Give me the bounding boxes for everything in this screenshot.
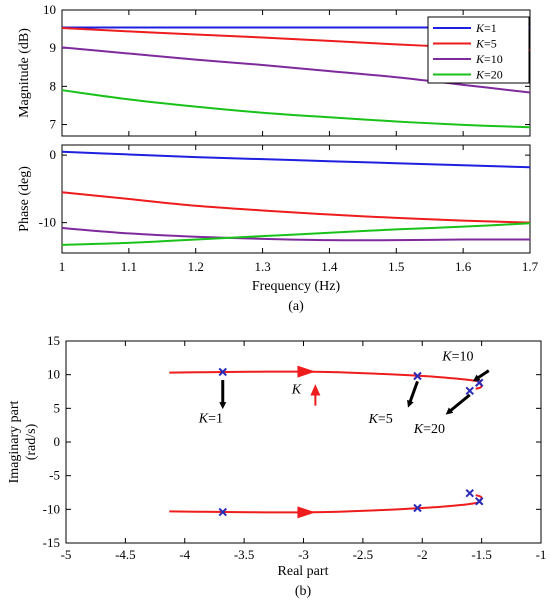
imag-y-tick-label: 15 [47,333,60,348]
pole-cross-stroke [218,367,227,377]
imag-y-tick-label: 5 [54,400,61,415]
imag-y-tick-label: -10 [43,501,60,516]
k-pointer-arrow [472,369,490,382]
pole-cross-stroke [475,497,484,506]
root-locus-plot: -5 -4.5 -4 -3.5 -3 -2.5 -2 -1.5 -1 15 10 5 0 -5 -10 -15… [43,333,547,562]
phase-line-k-10 [61,227,531,242]
root-locus-y-axis-label-line2: (rad/s) [24,423,39,460]
magnitude-plot-frame [61,9,531,137]
caption-a: (a) [288,299,304,314]
k-pointer-arrow [445,393,471,415]
pole-marker-k-5 [413,503,422,513]
phase-y-axis-label: Phase (deg) [17,166,32,232]
phase-plot-frame [61,144,531,254]
k-increase-arrow-head [310,384,321,396]
pole-marker-k-20 [465,488,474,498]
phase-y-tick-label: 0 [50,147,57,162]
frequency-x-tick-label: 1.6 [455,259,472,274]
pole-cross-stroke [475,378,484,387]
pole-marker-k-1 [218,507,227,517]
frequency-x-tick-label: 1.3 [254,259,270,274]
magnitude-y-tick-label: 9 [50,40,57,55]
annotation-k-1: K=1 [198,411,223,426]
pole-marker-k-20 [465,386,474,396]
real-x-tick-label: -2 [417,547,428,562]
annotation-k: K [291,383,302,398]
pole-cross-stroke [465,386,474,396]
frequency-x-tick-label: 1.4 [321,259,338,274]
pole-cross-stroke [218,507,227,517]
annotation-k-10: K=10 [441,350,473,365]
legend: K=1 K=5K=10 K=20 [427,16,530,84]
imag-y-tick-label: 0 [54,434,61,449]
magnitude-y-axis-label: Magnitude (dB) [17,28,32,118]
magnitude-y-tick-label: 8 [50,78,57,93]
magnitude-y-tick-label: 10 [43,2,56,17]
frequency-x-tick-label: 1.1 [121,259,137,274]
real-part-x-axis-label: Real part [278,564,329,579]
locus-direction-arrow [297,365,316,378]
legend-label-k-10: K=10 [475,52,503,66]
k-pointer-arrow [407,380,419,408]
legend-label-k-5: K=5 [475,37,497,51]
pole-cross-stroke [465,488,474,498]
magnitude-line-k-20 [61,89,531,129]
locus-direction-arrow [297,506,316,519]
pole-marker-k-1 [218,367,227,377]
magnitude-line-k-10 [61,46,531,94]
root-locus-y-axis-label-line1: Imaginary part [7,400,22,483]
legend-label-k-20: K=20 [475,68,503,82]
real-x-tick-label: -4 [179,547,190,562]
caption-b: (b) [295,584,312,599]
pole-marker-k-5 [413,371,422,381]
phase-y-tick-label: -10 [39,215,56,230]
frequency-x-axis-label: Frequency (Hz) [252,279,341,294]
legend-label-k-1: K=1 [475,21,497,35]
pole-marker-k-10 [475,497,484,506]
annotation-k-20: K=20 [413,422,445,437]
real-x-tick-label: -1.5 [471,547,492,562]
phase-line-k-5 [61,191,531,224]
magnitude-y-tick-label: 7 [50,117,57,132]
real-x-tick-label: -4.5 [115,547,136,562]
root-locus-upper-branch [169,370,483,390]
real-x-tick-label: -3.5 [234,547,255,562]
phase-line-k-20 [61,222,531,246]
pole-cross-stroke [413,371,422,381]
pole-cross-stroke [413,503,422,513]
imag-y-tick-label: -15 [43,535,60,550]
real-x-tick-label: -1 [536,547,547,562]
imag-y-tick-label: 10 [47,367,60,382]
frequency-x-tick-label: 1.7 [522,259,539,274]
annotation-k-5: K=5 [368,412,393,427]
phase-line-k-1 [61,150,531,169]
root-locus-lower-branch [169,494,483,514]
frequency-x-tick-label: 1.5 [388,259,404,274]
frequency-x-tick-label: 1.2 [188,259,204,274]
imag-y-tick-label: -5 [49,468,60,483]
phase-plot: 0 -10 1 1.1 1.2 1.3 1.4 1.5 1.6 1.7 [39,145,539,274]
real-x-tick-label: -2.5 [353,547,374,562]
real-x-tick-label: -5 [61,547,72,562]
frequency-x-tick-label: 1 [59,259,66,274]
real-x-tick-label: -3 [298,547,309,562]
